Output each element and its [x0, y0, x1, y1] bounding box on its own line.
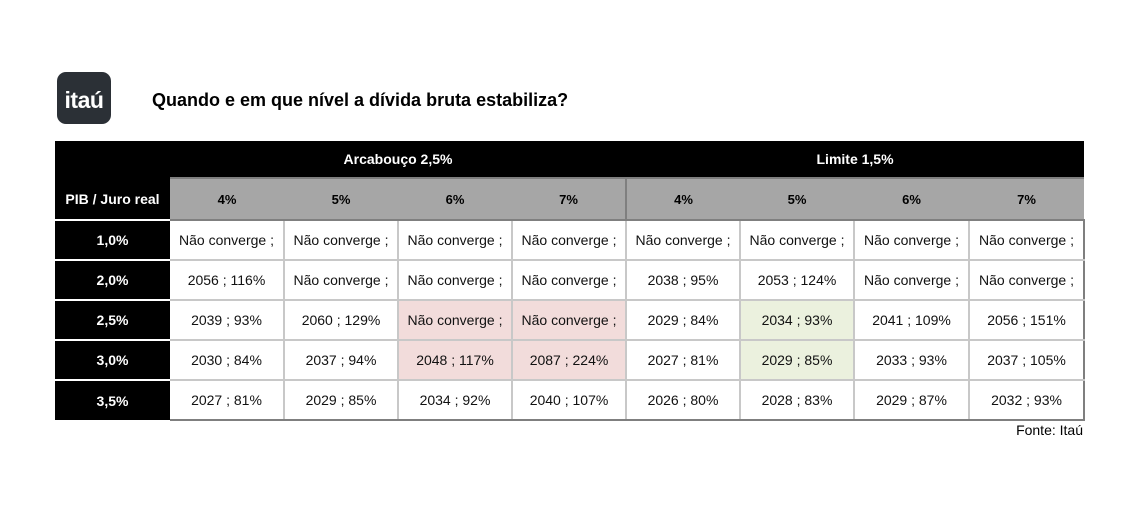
table-cell: 2028 ; 83%: [740, 380, 855, 421]
table-cell: 2053 ; 124%: [740, 260, 855, 301]
table-cell: Não converge ;: [969, 260, 1086, 301]
table-cell: Não converge ;: [398, 220, 513, 261]
table-cell: 2027 ; 81%: [170, 380, 285, 421]
column-header: 6%: [398, 177, 512, 221]
debt-stabilization-table: Arcabouço 2,5% Limite 1,5% PIB / Juro re…: [55, 141, 1086, 421]
table-cell-highlighted: 2048 ; 117%: [398, 340, 513, 381]
table-cell: 2032 ; 93%: [969, 380, 1086, 421]
column-header: 6%: [854, 177, 969, 221]
table-cell: Não converge ;: [284, 220, 399, 261]
table-cell: 2039 ; 93%: [170, 300, 285, 341]
row-label: 2,0%: [55, 259, 170, 300]
table-cell: 2029 ; 85%: [284, 380, 399, 421]
table-cell: 2041 ; 109%: [854, 300, 970, 341]
table-cell-highlighted: 2034 ; 93%: [740, 300, 855, 341]
column-header: 5%: [284, 177, 398, 221]
column-header: 4%: [170, 177, 284, 221]
logo-text: itaú: [64, 86, 104, 113]
page-title: Quando e em que nível a dívida bruta est…: [152, 90, 569, 110]
table-cell-highlighted: Não converge ;: [512, 300, 627, 341]
itau-logo: itaú: [57, 72, 111, 124]
table-row: 2,5% 2039 ; 93% 2060 ; 129% Não converge…: [55, 299, 1086, 341]
table-cell: Não converge ;: [398, 260, 513, 301]
table-row: 2,0% 2056 ; 116% Não converge ; Não conv…: [55, 259, 1086, 301]
table-cell: 2026 ; 80%: [625, 380, 741, 421]
table-row: 3,0% 2030 ; 84% 2037 ; 94% 2048 ; 117% 2…: [55, 339, 1086, 381]
table-cell: 2027 ; 81%: [625, 340, 741, 381]
table-cell-highlighted: 2087 ; 224%: [512, 340, 627, 381]
table-row: 1,0% Não converge ; Não converge ; Não c…: [55, 219, 1086, 261]
group-header-limite: Limite 1,5%: [626, 141, 1085, 178]
table-cell: Não converge ;: [512, 220, 627, 261]
row-label: 3,5%: [55, 379, 170, 420]
row-label: 1,0%: [55, 219, 170, 260]
group-header-arcabouco: Arcabouço 2,5%: [170, 141, 626, 178]
table-cell: Não converge ;: [854, 220, 970, 261]
table-row: 3,5% 2027 ; 81% 2029 ; 85% 2034 ; 92% 20…: [55, 379, 1086, 421]
table-cell: 2030 ; 84%: [170, 340, 285, 381]
table-cell: 2060 ; 129%: [284, 300, 399, 341]
table-cell-highlighted: Não converge ;: [398, 300, 513, 341]
table-cell: 2040 ; 107%: [512, 380, 627, 421]
table-cell: 2029 ; 87%: [854, 380, 970, 421]
corner-label: PIB / Juro real: [55, 178, 170, 220]
table-cell: Não converge ;: [512, 260, 627, 301]
row-label: 3,0%: [55, 339, 170, 380]
table-cell: 2029 ; 84%: [625, 300, 741, 341]
table-cell: 2056 ; 151%: [969, 300, 1086, 341]
column-header: 7%: [969, 177, 1085, 221]
table-cell: 2038 ; 95%: [625, 260, 741, 301]
table-cell: Não converge ;: [625, 220, 741, 261]
row-label: 2,5%: [55, 299, 170, 340]
table-cell: Não converge ;: [969, 220, 1086, 261]
table-cell: 2056 ; 116%: [170, 260, 285, 301]
table-cell: Não converge ;: [284, 260, 399, 301]
table-cell: 2037 ; 94%: [284, 340, 399, 381]
table-cell: Não converge ;: [170, 220, 285, 261]
table-cell: 2034 ; 92%: [398, 380, 513, 421]
table-cell: 2037 ; 105%: [969, 340, 1086, 381]
table-cell: 2033 ; 93%: [854, 340, 970, 381]
column-header: 7%: [512, 177, 626, 221]
table-cell: Não converge ;: [854, 260, 970, 301]
table-cell-highlighted: 2029 ; 85%: [740, 340, 855, 381]
source-note: Fonte: Itaú: [1016, 422, 1083, 438]
table-cell: Não converge ;: [740, 220, 855, 261]
column-header: 4%: [625, 177, 740, 221]
corner-blank: [55, 141, 170, 178]
column-header: 5%: [740, 177, 854, 221]
